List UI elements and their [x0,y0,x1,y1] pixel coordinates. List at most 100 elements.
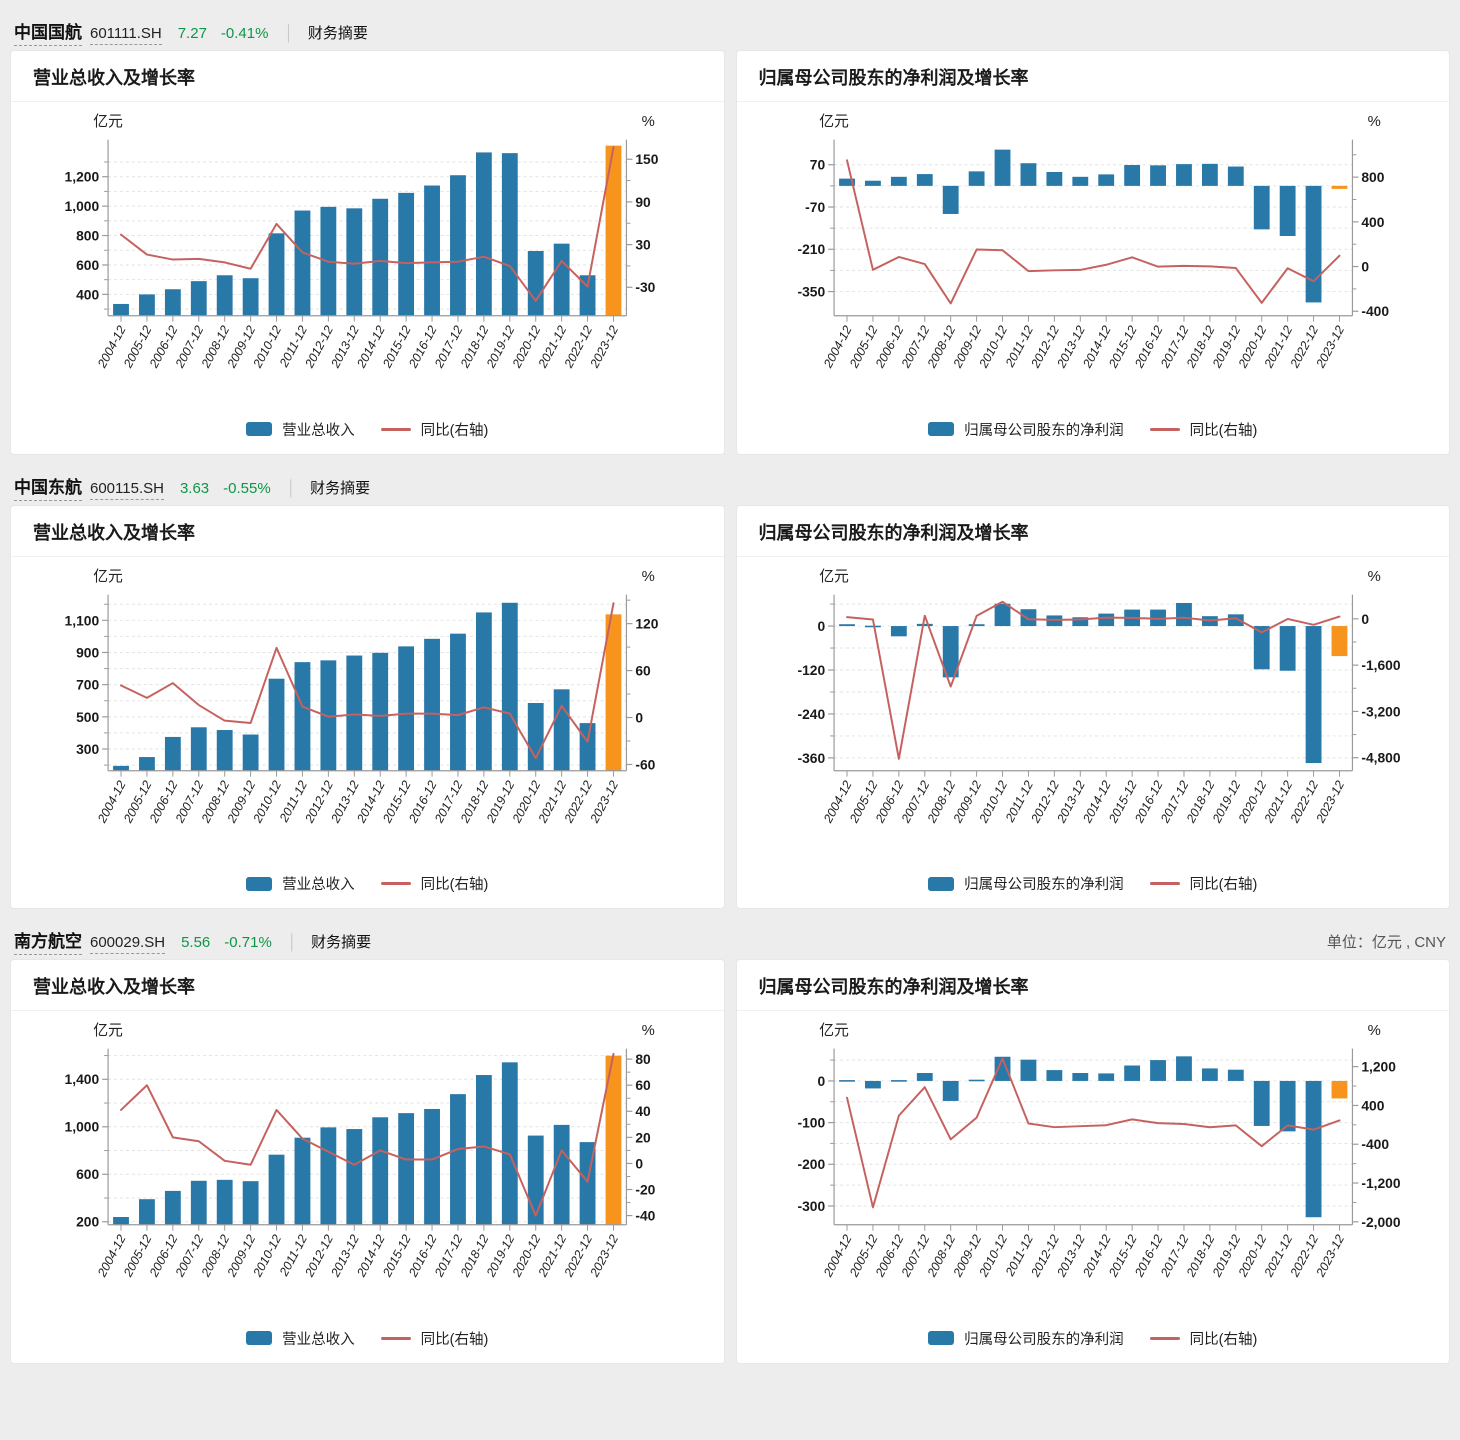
financial-summary-page: 中国国航 601111.SH 7.27 -0.41% │ 财务摘要 营业总收入及… [10,6,1450,1364]
panel-title: 营业总收入及增长率 [11,51,724,102]
svg-text:-40: -40 [635,1208,655,1224]
net-profit-panel: 归属母公司股东的净利润及增长率 0 -120 -240 -360 0 -1,600 -3,2… [735,504,1450,910]
net-profit-chart: 70 -70 -210 -350 800 400 0 -400 2004-12 2005-12 20… [737,102,1450,454]
net-profit-chart-svg: 0-100-200-3001,200400-400-1,200-2,000200… [797,1022,1401,1280]
svg-text:70: 70 [809,157,825,173]
line-legend-label[interactable]: 同比(右轴) [1189,877,1258,894]
stock-name-link[interactable]: 中国东航 [14,473,82,501]
bar-legend-swatch[interactable] [246,1331,273,1346]
bar-legend-swatch[interactable] [246,876,273,891]
bar-legend-label[interactable]: 营业总收入 [282,422,355,439]
line-legend-label[interactable]: 同比(右轴) [1189,422,1258,439]
stock-change: -0.71% [224,934,272,952]
net-profit-chart-svg: 0-120-240-3600-1,600-3,200-4,8002004-122… [797,567,1401,825]
stock-price: 7.27 [177,25,207,42]
line-legend-swatch[interactable] [380,882,411,886]
net-profit-chart: 0 -120 -240 -360 0 -1,600 -3,200 -4,800 2004-12 2… [737,557,1450,909]
line-legend-label[interactable]: 同比(右轴) [420,1331,489,1348]
chart-legend: 营业总收入 同比(右轴) [21,419,714,452]
svg-text:400: 400 [1361,214,1384,230]
svg-text:-1,600: -1,600 [1361,657,1401,673]
line-legend-swatch[interactable] [380,427,411,431]
svg-text:%: % [1367,568,1380,584]
net-profit-panel: 归属母公司股东的净利润及增长率 70 -70 -210 -350 800 400 0 -400… [735,50,1450,455]
revenue-chart-svg: 2006001,0001,400806040200-20-402004-1220… [65,1022,656,1280]
line-legend-label[interactable]: 同比(右轴) [1189,1331,1258,1348]
stock-code-link[interactable]: 600029.SH [90,934,166,955]
bar-legend-swatch[interactable] [928,1331,955,1346]
svg-text:%: % [642,114,655,130]
revenue-chart-svg: 4006008001,0001,200-3030901502004-122005… [65,113,659,371]
line-legend-swatch[interactable] [1149,427,1180,431]
svg-text:亿元: 亿元 [93,1022,123,1039]
bar-legend-label[interactable]: 营业总收入 [282,877,355,894]
header-divider: │ [287,934,298,952]
financial-summary-link[interactable]: 财务摘要 [307,25,368,42]
svg-text:40: 40 [635,1103,651,1119]
line-legend-swatch[interactable] [1149,1336,1180,1340]
svg-text:-1,200: -1,200 [1361,1175,1401,1191]
svg-text:亿元: 亿元 [819,113,849,130]
stock-code-link[interactable]: 600115.SH [90,480,164,500]
line-legend-swatch[interactable] [1149,882,1180,886]
stock-name-link[interactable]: 南方航空 [14,927,82,956]
revenue-panel: 营业总收入及增长率 400 600 800 1,000 1,200 -30 30 90 150 2… [10,50,725,455]
line-legend-swatch[interactable] [380,1336,411,1340]
net-profit-chart: 0 -100 -200 -300 1,200 400 -400 -1,200 -2,000 200… [737,1011,1450,1363]
chart-legend: 归属母公司股东的净利润 同比(右轴) [747,1328,1440,1361]
line-legend-label[interactable]: 同比(右轴) [420,422,489,439]
svg-text:-400: -400 [1361,1136,1389,1152]
svg-text:-120: -120 [797,662,825,678]
svg-text:400: 400 [76,286,99,302]
svg-text:0: 0 [635,1156,643,1172]
stock-header: 南方航空 600029.SH 5.56 -0.71% │ 财务摘要 单位：亿元 … [10,915,1450,959]
header-divider: │ [286,479,297,497]
svg-text:-3,200: -3,200 [1361,703,1401,719]
net-profit-chart-svg: 70-70-210-3508004000-4002004-122005-1220… [797,113,1389,371]
svg-text:-210: -210 [797,241,825,257]
svg-text:-200: -200 [797,1156,825,1172]
chart-legend: 归属母公司股东的净利润 同比(右轴) [747,873,1440,906]
chart-legend: 营业总收入 同比(右轴) [21,1328,714,1361]
svg-text:150: 150 [635,151,658,167]
stock-change: -0.41% [220,25,269,42]
revenue-chart: 300 500 700 900 1,100 -60 0 60 120 2004-12 2005-12… [11,557,724,909]
financial-summary-link[interactable]: 财务摘要 [311,934,372,952]
svg-text:-4,800: -4,800 [1361,749,1401,765]
svg-text:600: 600 [76,1166,99,1182]
svg-text:0: 0 [1361,610,1369,626]
panel-title: 归属母公司股东的净利润及增长率 [736,960,1449,1012]
panel-title: 营业总收入及增长率 [11,960,724,1012]
svg-text:%: % [642,568,655,584]
bar-legend-label[interactable]: 营业总收入 [282,1331,355,1348]
svg-text:1,000: 1,000 [65,198,100,214]
stock-header: 中国国航 601111.SH 7.27 -0.41% │ 财务摘要 [10,6,1450,50]
svg-text:亿元: 亿元 [93,567,123,584]
svg-text:-30: -30 [635,279,655,295]
section-air-china: 中国国航 601111.SH 7.27 -0.41% │ 财务摘要 营业总收入及… [10,6,1450,455]
bar-legend-swatch[interactable] [928,422,955,437]
svg-text:0: 0 [635,709,643,725]
svg-text:20: 20 [635,1130,651,1146]
bar-legend-label[interactable]: 归属母公司股东的净利润 [964,877,1124,894]
svg-text:1,200: 1,200 [1361,1059,1396,1075]
section-china-eastern: 中国东航 600115.SH 3.63 -0.55% │ 财务摘要 营业总收入及… [10,461,1450,910]
svg-text:-100: -100 [797,1115,825,1131]
svg-text:400: 400 [1361,1098,1384,1114]
svg-text:-2,000: -2,000 [1361,1214,1401,1230]
stock-price: 5.56 [181,934,211,952]
svg-text:60: 60 [635,662,651,678]
line-legend-label[interactable]: 同比(右轴) [420,877,489,894]
bar-legend-label[interactable]: 归属母公司股东的净利润 [964,422,1124,439]
financial-summary-link[interactable]: 财务摘要 [310,479,371,497]
svg-text:30: 30 [635,237,651,253]
stock-name-link[interactable]: 中国国航 [14,18,82,46]
bar-legend-label[interactable]: 归属母公司股东的净利润 [964,1331,1124,1348]
svg-text:1,200: 1,200 [65,169,100,185]
stock-code-link[interactable]: 601111.SH [90,25,162,45]
bar-legend-swatch[interactable] [246,422,273,437]
svg-text:-360: -360 [797,749,825,765]
bar-legend-swatch[interactable] [928,876,955,891]
svg-text:亿元: 亿元 [819,1022,849,1039]
svg-text:200: 200 [76,1214,99,1230]
